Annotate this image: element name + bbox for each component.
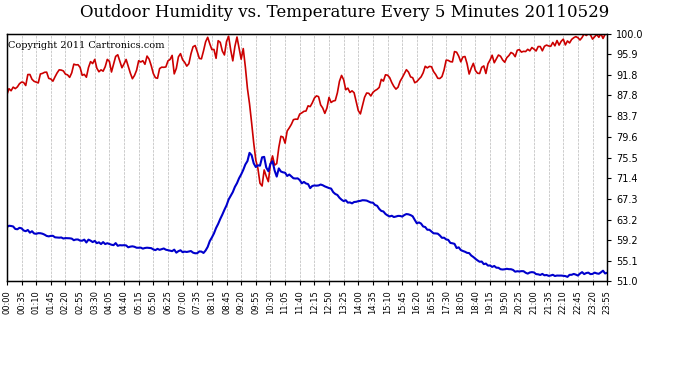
Text: Copyright 2011 Cartronics.com: Copyright 2011 Cartronics.com [8,41,165,50]
Text: Outdoor Humidity vs. Temperature Every 5 Minutes 20110529: Outdoor Humidity vs. Temperature Every 5… [80,4,610,21]
